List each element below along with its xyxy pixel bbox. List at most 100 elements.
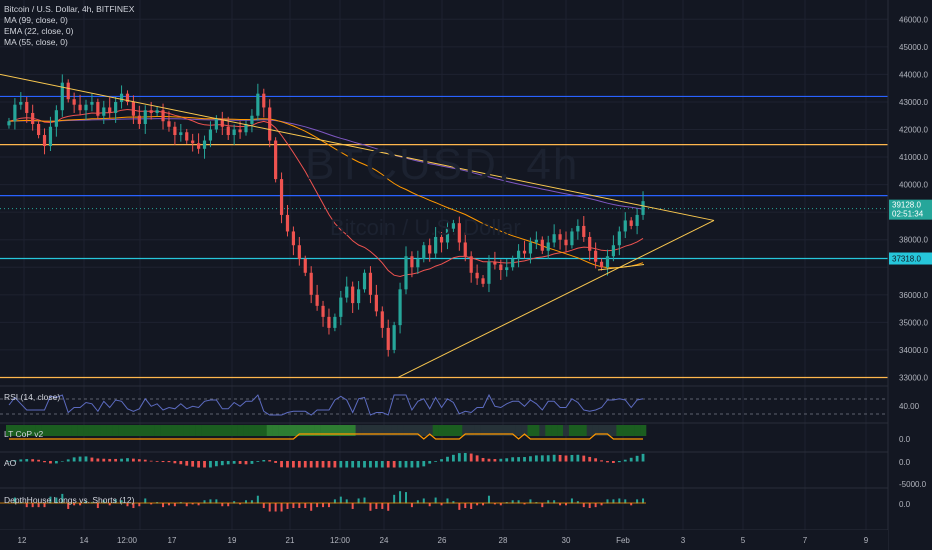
ao-bar <box>588 456 592 462</box>
symbol-title[interactable]: Bitcoin / U.S. Dollar, 4h, BITFINEX <box>4 4 135 14</box>
ao-bar <box>612 461 615 463</box>
candle-body <box>422 245 426 260</box>
candle-body <box>315 294 319 306</box>
depth-bar <box>559 503 562 506</box>
ltcop-bar <box>296 425 303 436</box>
candle-body <box>220 118 224 127</box>
candle-body <box>499 264 503 271</box>
depth-bar <box>85 501 87 504</box>
candle-body <box>445 228 450 243</box>
depth-bar <box>67 503 70 509</box>
candle-body <box>256 93 260 116</box>
depth-bar <box>268 503 271 512</box>
ao-bar <box>641 453 645 462</box>
ltcop-bar <box>379 425 386 436</box>
candle-body <box>368 272 373 295</box>
ao-bar <box>25 459 29 462</box>
rsi-pane-title[interactable]: RSI (14, close) <box>4 392 61 402</box>
ao-bar <box>529 456 532 462</box>
ao-bar <box>155 461 159 462</box>
depth-bar <box>138 503 141 507</box>
depth-bar <box>422 498 425 504</box>
legend-ema22[interactable]: EMA (22, close, 0) <box>4 26 74 36</box>
ao-bar <box>333 461 337 468</box>
depth-bar <box>511 500 514 504</box>
ao-bar <box>126 458 129 462</box>
ao-bar <box>132 458 135 462</box>
candle-body <box>250 115 254 124</box>
depth-bar <box>600 503 603 506</box>
depth-bar <box>108 503 111 506</box>
depth-bar <box>464 503 467 509</box>
rsi-axis-label: 40.00 <box>899 402 920 411</box>
ltcop-bar <box>403 425 410 436</box>
depth-bar <box>416 500 419 504</box>
depth-pane-title[interactable]: DepthHouse Longs vs. Shorts (12) <box>4 495 135 505</box>
ao-axis-label-zero: 0.0 <box>899 458 911 467</box>
candle-body <box>570 231 574 246</box>
ltcop-bar <box>278 425 285 436</box>
depth-bar <box>250 500 253 504</box>
ltcop-bar <box>177 425 185 436</box>
ltcop-bar <box>462 425 469 436</box>
depth-bar <box>191 503 194 505</box>
ao-bar <box>54 461 58 464</box>
candle-body <box>102 107 106 116</box>
ltcop-bar <box>438 425 445 436</box>
ltcop-pane-title[interactable]: LT CoP v2 <box>4 429 44 439</box>
ltcop-bar <box>568 425 576 436</box>
ao-bar <box>517 457 520 462</box>
depth-bar <box>570 498 573 504</box>
ao-pane-title[interactable]: AO <box>4 458 17 468</box>
depth-bar <box>197 503 200 506</box>
depth-bar <box>630 503 633 506</box>
ltcop-bar <box>219 425 226 436</box>
time-tick-label: 7 <box>803 536 808 545</box>
price-tick-label: 40000.0 <box>899 181 928 190</box>
upper-trendline <box>0 73 715 221</box>
candle-body <box>558 234 562 240</box>
depth-bar <box>547 500 550 504</box>
ltcop-bar <box>272 425 279 436</box>
ao-bar <box>552 454 556 462</box>
depth-bar <box>144 498 147 504</box>
chart-legend: Bitcoin / U.S. Dollar, 4h, BITFINEX MA (… <box>4 4 134 48</box>
candle-body <box>410 256 414 268</box>
ao-bar <box>226 461 230 465</box>
candle-body <box>208 129 213 141</box>
ltcop-bar <box>100 425 108 436</box>
depth-bar <box>245 500 247 504</box>
candle-body <box>428 245 432 254</box>
depth-bar <box>482 503 485 506</box>
ltcop-bar <box>503 425 511 436</box>
depth-bar <box>316 503 319 508</box>
depth-bar <box>446 498 449 504</box>
time-tick-label: 12:00 <box>117 536 138 545</box>
ao-bar <box>274 461 278 463</box>
time-tick-label: 30 <box>562 536 571 545</box>
ao-bar <box>90 457 94 462</box>
time-tick-label: 26 <box>438 536 447 545</box>
candle-body <box>274 140 278 180</box>
candle-body <box>321 305 325 317</box>
price-tick-label: 46000.0 <box>899 15 928 24</box>
ltcop-bar <box>148 425 155 436</box>
candle-body <box>469 256 473 273</box>
ltcop-bar <box>616 425 623 436</box>
legend-ma99[interactable]: MA (99, close, 0) <box>4 15 68 25</box>
candle-body <box>623 220 627 232</box>
depth-bar <box>541 503 544 508</box>
ao-bar <box>161 461 165 463</box>
candle-body <box>629 220 633 226</box>
ltcop-bar <box>533 425 540 436</box>
ltcop-bar <box>183 425 191 436</box>
candle-body <box>285 214 290 232</box>
depth-bar <box>576 501 579 504</box>
depth-bar <box>49 496 52 504</box>
candle-body <box>90 101 94 105</box>
ltcop-bar <box>290 425 297 436</box>
ao-bar <box>392 461 396 468</box>
ltcop-bar <box>29 425 36 436</box>
legend-ma55[interactable]: MA (55, close, 0) <box>4 37 68 47</box>
